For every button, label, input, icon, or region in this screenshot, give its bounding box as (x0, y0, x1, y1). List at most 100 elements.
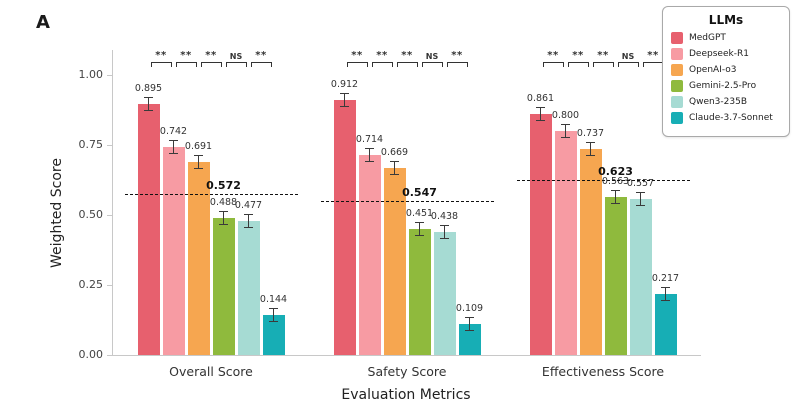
error-bar (611, 190, 620, 205)
error-bar (661, 287, 670, 302)
legend: LLMs MedGPT Deepseek-R1 OpenAI-o3 Gemini-2.… (662, 6, 790, 137)
significance-bracket (396, 62, 418, 67)
mean-dashed-line (516, 179, 690, 181)
bar-value-label: 0.895 (134, 83, 163, 95)
significance-bracket (200, 62, 222, 67)
error-bar (194, 154, 203, 169)
bar (529, 113, 552, 355)
significance-bracket (175, 62, 197, 67)
legend-swatch (671, 112, 683, 124)
bar-value-label: 0.451 (405, 207, 434, 219)
legend-swatch (671, 96, 683, 108)
bar-group: 0.895 0.742 0.691 0.488 0.477 0.144 0.572 ** ** *… (113, 50, 309, 379)
legend-item-label: OpenAI-o3 (689, 65, 737, 75)
y-tick-label: 1.00 (78, 68, 104, 81)
bar-value-label: 0.669 (380, 146, 409, 158)
y-tick-mark (107, 354, 113, 356)
significance-label: NS (425, 52, 439, 61)
bar (458, 324, 481, 355)
mean-dashed-line (124, 193, 298, 195)
bar-value-label: 0.691 (184, 140, 213, 152)
bar (187, 161, 210, 355)
error-bar (440, 225, 449, 240)
bar-value-label: 0.861 (526, 92, 555, 104)
error-bar (561, 124, 570, 138)
bar-value-label: 0.144 (259, 293, 288, 305)
significance-bracket (542, 62, 564, 67)
error-bar (415, 221, 424, 236)
significance-label: ** (205, 50, 217, 61)
bar-value-label: 0.488 (209, 197, 238, 209)
significance-bracket (567, 62, 589, 67)
significance-bracket (446, 62, 468, 67)
legend-item: OpenAI-o3 (671, 64, 781, 76)
bar-value-label: 0.217 (651, 273, 680, 285)
bar (383, 167, 406, 355)
bar-value-label: 0.737 (576, 127, 605, 139)
significance-label: ** (451, 50, 463, 61)
y-tick-mark (107, 74, 113, 76)
significance-label: ** (255, 50, 267, 61)
bar-value-label: 0.563 (601, 176, 630, 188)
significance-bracket (371, 62, 393, 67)
y-tick-label: 0.00 (78, 348, 104, 361)
significance-label: ** (401, 50, 413, 61)
error-bar (169, 140, 178, 155)
error-bar (465, 317, 474, 332)
bar-groups: 0.895 0.742 0.691 0.488 0.477 0.144 0.572 ** ** *… (113, 50, 701, 379)
y-tick-label: 0.75 (78, 138, 104, 151)
legend-items: MedGPT Deepseek-R1 OpenAI-o3 Gemini-2.5-Pro… (671, 32, 781, 124)
x-category-label: Safety Score (367, 364, 447, 379)
significance-bracket (225, 62, 247, 67)
significance-bracket (592, 62, 614, 67)
error-bar (269, 307, 278, 322)
bar-value-label: 0.477 (234, 200, 263, 212)
legend-item: Deepseek-R1 (671, 48, 781, 60)
bar (262, 314, 285, 355)
error-bar (365, 148, 374, 163)
bar (654, 294, 677, 355)
bar (604, 197, 627, 355)
y-tick-label: 0.50 (78, 208, 104, 221)
x-category-label: Effectiveness Score (541, 364, 665, 379)
legend-item: MedGPT (671, 32, 781, 44)
legend-item: Qwen3-235B (671, 96, 781, 108)
significance-bracket (346, 62, 368, 67)
y-tick-mark (107, 214, 113, 216)
significance-label: ** (647, 50, 659, 61)
error-bar (219, 211, 228, 226)
bar-value-label: 0.714 (355, 134, 384, 146)
significance-label: ** (376, 50, 388, 61)
bar (579, 148, 602, 355)
legend-item: Gemini-2.5-Pro (671, 80, 781, 92)
bar (162, 147, 185, 355)
legend-swatch (671, 64, 683, 76)
bar (629, 199, 652, 355)
bar (433, 232, 456, 355)
bar-value-label: 0.557 (626, 178, 655, 190)
legend-item-label: Gemini-2.5-Pro (689, 81, 757, 91)
bar-group: 0.861 0.800 0.737 0.563 0.557 0.217 0.623 ** ** *… (505, 50, 701, 379)
error-bar (144, 97, 153, 112)
legend-item: Claude-3.7-Sonnet (671, 112, 781, 124)
significance-label: ** (572, 50, 584, 61)
bar-value-label: 0.438 (430, 211, 459, 223)
mean-value-label: 0.623 (598, 164, 633, 178)
error-bar (390, 160, 399, 175)
y-tick-mark (107, 144, 113, 146)
legend-swatch (671, 80, 683, 92)
x-category-label: Overall Score (169, 364, 253, 379)
y-tick-mark (107, 284, 113, 286)
mean-value-label: 0.547 (402, 185, 437, 199)
x-axis-title: Evaluation Metrics (341, 387, 471, 403)
mean-dashed-line (320, 200, 494, 202)
bar-value-label: 0.742 (159, 126, 188, 138)
bar (358, 155, 381, 355)
significance-bracket (617, 62, 639, 67)
bar (333, 99, 356, 355)
bar (212, 218, 235, 355)
significance-label: ** (180, 50, 192, 61)
significance-bracket (250, 62, 272, 67)
bar-value-label: 0.800 (551, 110, 580, 121)
